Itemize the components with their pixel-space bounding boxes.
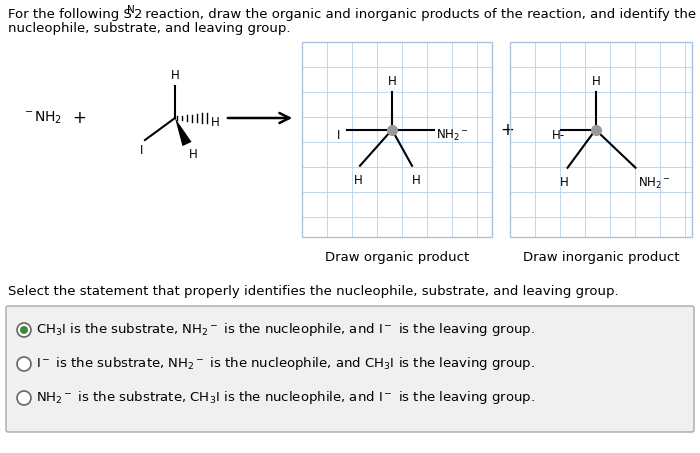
Text: NH$_2$$^-$: NH$_2$$^-$	[638, 176, 671, 191]
Text: reaction, draw the organic and inorganic products of the reaction, and identify : reaction, draw the organic and inorganic…	[141, 8, 696, 21]
Bar	[302, 42, 492, 237]
Bar	[510, 42, 692, 237]
Text: I: I	[337, 129, 340, 142]
Text: +: +	[72, 109, 86, 127]
Text: I: I	[140, 144, 143, 157]
Text: H: H	[171, 69, 180, 82]
Text: For the following S: For the following S	[8, 8, 132, 21]
Text: H: H	[592, 75, 601, 88]
Text: CH$_3$I is the substrate, NH$_2$$^-$ is the nucleophile, and I$^-$ is the leavin: CH$_3$I is the substrate, NH$_2$$^-$ is …	[36, 322, 535, 338]
Text: H-: H-	[552, 129, 565, 142]
Circle shape	[17, 323, 31, 337]
Text: Select the statement that properly identifies the nucleophile, substrate, and le: Select the statement that properly ident…	[8, 285, 619, 298]
Text: N: N	[127, 5, 134, 15]
Text: 2: 2	[134, 8, 143, 21]
Bar	[510, 42, 692, 237]
Text: H: H	[211, 116, 220, 130]
Text: Draw inorganic product: Draw inorganic product	[523, 251, 679, 264]
Text: NH$_2$$^-$ is the substrate, CH$_3$I is the nucleophile, and I$^-$ is the leavin: NH$_2$$^-$ is the substrate, CH$_3$I is …	[36, 390, 535, 406]
Bar	[302, 42, 492, 237]
Circle shape	[17, 357, 31, 371]
Text: NH$_2$$^-$: NH$_2$$^-$	[436, 128, 469, 143]
Text: +: +	[500, 121, 514, 139]
Text: H: H	[412, 174, 421, 187]
Text: H: H	[388, 75, 397, 88]
Text: Draw organic product: Draw organic product	[325, 251, 469, 264]
FancyBboxPatch shape	[6, 306, 694, 432]
Circle shape	[17, 391, 31, 405]
Text: nucleophile, substrate, and leaving group.: nucleophile, substrate, and leaving grou…	[8, 22, 290, 35]
Text: H: H	[559, 176, 568, 189]
Text: I$^-$ is the substrate, NH$_2$$^-$ is the nucleophile, and CH$_3$I is the leavin: I$^-$ is the substrate, NH$_2$$^-$ is th…	[36, 356, 535, 372]
Circle shape	[20, 326, 28, 334]
Text: H: H	[354, 174, 363, 187]
Text: H: H	[189, 148, 197, 161]
Text: $^-$NH$_2$: $^-$NH$_2$	[22, 110, 62, 126]
Polygon shape	[175, 118, 192, 146]
